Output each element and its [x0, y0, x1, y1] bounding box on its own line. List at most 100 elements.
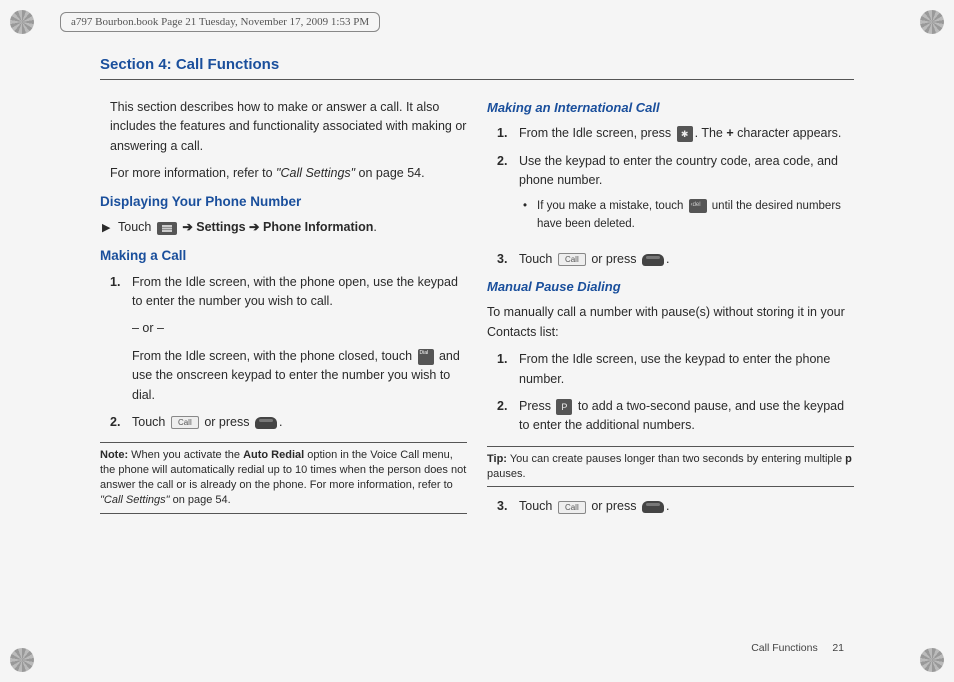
text: . [666, 499, 669, 513]
step-1: 1. From the Idle screen, use the keypad … [497, 350, 854, 389]
tip-label: Tip: [487, 453, 507, 465]
pause-key-icon: P [556, 399, 572, 415]
step-number: 1. [497, 350, 519, 389]
menu-key-icon [157, 222, 177, 235]
heading-pause-dialing: Manual Pause Dialing [487, 277, 854, 297]
intro-paragraph-1: This section describes how to make or an… [110, 98, 467, 156]
tip-box: Tip: You can create pauses longer than t… [487, 446, 854, 488]
step-text: Touch Call or press . [519, 497, 854, 516]
page-footer: Call Functions 21 [751, 642, 844, 654]
left-column: This section describes how to make or an… [110, 98, 467, 525]
pause-dialing-steps-cont: 3. Touch Call or press . [497, 497, 854, 516]
international-call-steps: 1. From the Idle screen, press ✱. The + … [497, 124, 854, 269]
call-softkey-icon: Call [171, 416, 199, 429]
text: From the Idle screen, press [519, 126, 675, 140]
text: . [373, 220, 376, 234]
pause-dialing-steps: 1. From the Idle screen, use the keypad … [497, 350, 854, 436]
text: character appears. [734, 126, 842, 140]
right-column: Making an International Call 1. From the… [497, 98, 854, 525]
triangle-bullet-icon: ▶ [102, 218, 118, 237]
delete-key-icon [689, 199, 707, 213]
step-text: Use the keypad to enter the country code… [519, 152, 854, 242]
step-number: 2. [497, 152, 519, 242]
send-key-icon [642, 501, 664, 513]
step-3: 3. Touch Call or press . [497, 497, 854, 516]
bullet-text: If you make a mistake, touch until the d… [537, 198, 854, 234]
text: When you activate the [128, 449, 243, 461]
text: From the Idle screen, with the phone ope… [132, 275, 458, 308]
heading-displaying-number: Displaying Your Phone Number [100, 192, 467, 213]
star-key-icon: ✱ [677, 126, 693, 142]
step-text: Press P to add a two-second pause, and u… [519, 397, 854, 436]
step-text: From the Idle screen, with the phone ope… [132, 273, 467, 405]
step-number: 2. [110, 413, 132, 432]
step-number: 3. [497, 497, 519, 516]
bold-term: p [845, 453, 852, 465]
corner-ornament-tr [920, 10, 944, 34]
two-column-layout: This section describes how to make or an… [110, 98, 854, 525]
heading-international-call: Making an International Call [487, 98, 854, 118]
instruction-text: Touch ➔ Settings ➔ Phone Information. [118, 218, 377, 237]
page-content: a797 Bourbon.book Page 21 Tuesday, Novem… [60, 12, 894, 670]
bullet-icon: • [523, 198, 537, 234]
bold-term: Auto Redial [243, 449, 304, 461]
text: . The [695, 126, 727, 140]
footer-page-number: 21 [832, 642, 844, 654]
text: Touch [519, 252, 556, 266]
step-1: 1. From the Idle screen, press ✱. The + … [497, 124, 854, 143]
step-text: Touch Call or press . [132, 413, 467, 432]
text: From the Idle screen, with the phone clo… [132, 349, 416, 363]
text: Touch [132, 415, 169, 429]
heading-making-call: Making a Call [100, 246, 467, 267]
text: Use the keypad to enter the country code… [519, 154, 838, 187]
text: You can create pauses longer than two se… [507, 453, 845, 465]
step-text: From the Idle screen, use the keypad to … [519, 350, 854, 389]
text: or press [588, 499, 640, 513]
step-number: 1. [497, 124, 519, 143]
step-number: 3. [497, 250, 519, 269]
step-text: From the Idle screen, press ✱. The + cha… [519, 124, 854, 143]
section-title: Section 4: Call Functions [100, 56, 854, 80]
cross-reference: "Call Settings" [276, 166, 355, 180]
menu-path: ➔ Settings ➔ Phone Information [179, 220, 374, 234]
step-text: Touch Call or press . [519, 250, 854, 269]
call-softkey-icon: Call [558, 501, 586, 514]
text: . [666, 252, 669, 266]
call-softkey-icon: Call [558, 253, 586, 266]
footer-section-name: Call Functions [751, 642, 818, 654]
cross-reference: "Call Settings" [100, 494, 170, 506]
text: or press [201, 415, 253, 429]
pause-intro: To manually call a number with pause(s) … [487, 303, 854, 342]
text: . [279, 415, 282, 429]
text: on page 54. [170, 494, 231, 506]
text: or press [588, 252, 640, 266]
step-number: 2. [497, 397, 519, 436]
text: Touch [519, 499, 556, 513]
corner-ornament-br [920, 648, 944, 672]
note-box: Note: When you activate the Auto Redial … [100, 442, 467, 513]
step-2: 2. Use the keypad to enter the country c… [497, 152, 854, 242]
step-2: 2. Touch Call or press . [110, 413, 467, 432]
send-key-icon [255, 417, 277, 429]
crop-mark-header: a797 Bourbon.book Page 21 Tuesday, Novem… [60, 12, 380, 32]
step-3: 3. Touch Call or press . [497, 250, 854, 269]
text: pauses. [487, 468, 526, 480]
text: For more information, refer to [110, 166, 276, 180]
step-1: 1. From the Idle screen, with the phone … [110, 273, 467, 405]
or-divider: – or – [132, 319, 467, 338]
corner-ornament-tl [10, 10, 34, 34]
text: on page 54. [355, 166, 425, 180]
corner-ornament-bl [10, 648, 34, 672]
intro-paragraph-2: For more information, refer to "Call Set… [110, 164, 467, 183]
text: If you make a mistake, touch [537, 200, 687, 212]
making-call-steps: 1. From the Idle screen, with the phone … [110, 273, 467, 433]
step-2: 2. Press P to add a two-second pause, an… [497, 397, 854, 436]
text: Touch [118, 220, 155, 234]
send-key-icon [642, 254, 664, 266]
note-label: Note: [100, 449, 128, 461]
instruction-row: ▶ Touch ➔ Settings ➔ Phone Information. [102, 218, 467, 237]
step-number: 1. [110, 273, 132, 405]
text: Press [519, 399, 554, 413]
plus-char: + [726, 126, 733, 140]
dial-key-icon [418, 349, 434, 365]
